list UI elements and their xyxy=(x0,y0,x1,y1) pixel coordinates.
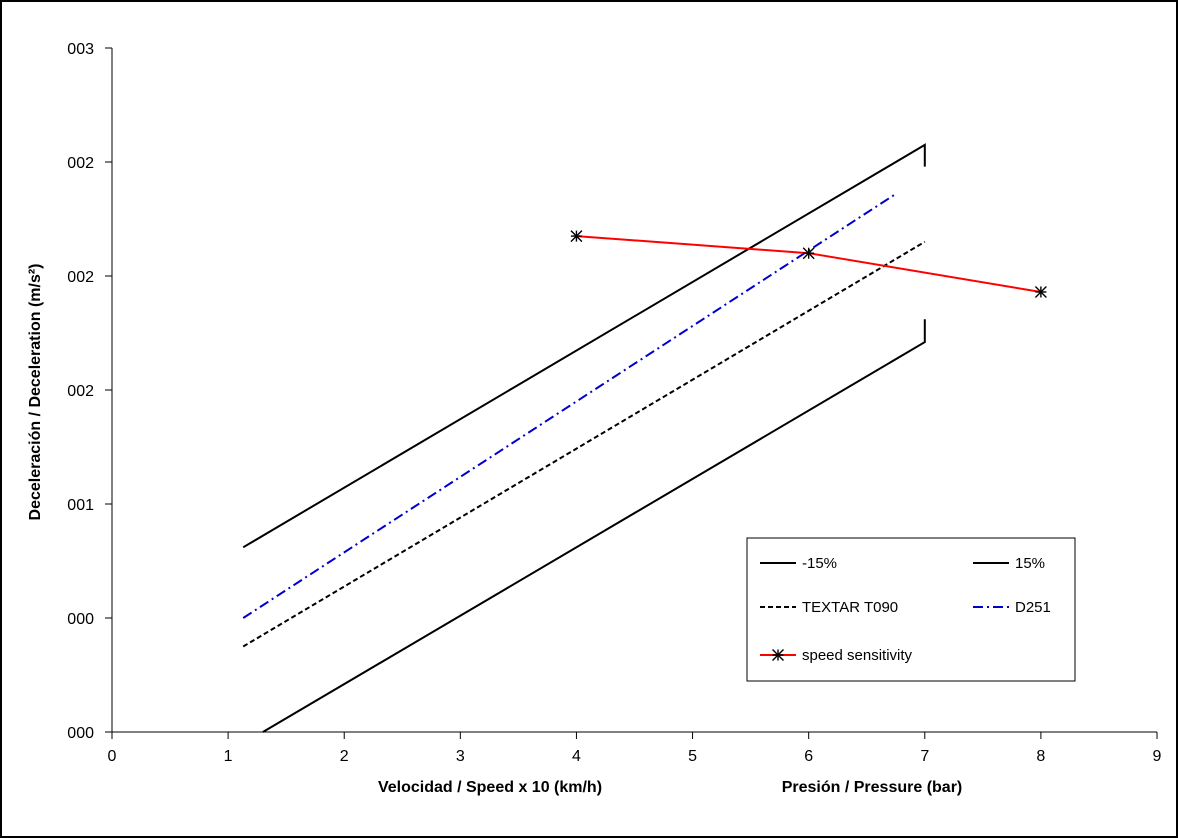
legend-label: speed sensitivity xyxy=(802,647,913,664)
series-line-d251 xyxy=(242,193,897,619)
x-axis-title-speed: Velocidad / Speed x 10 (km/h) xyxy=(378,779,602,796)
legend-marker-icon xyxy=(772,649,784,661)
series-line-15 xyxy=(242,143,926,549)
y-tick-label: 001 xyxy=(67,497,94,514)
legend-label: -15% xyxy=(802,555,837,572)
x-tick-label: 8 xyxy=(1036,748,1045,765)
legend-item: TEXTAR T090 xyxy=(760,599,898,616)
legend-item: speed sensitivity xyxy=(760,647,913,664)
legend: -15% 15% TEXTAR T090 D251 speed sensitivity xyxy=(746,537,1076,682)
data-point-marker xyxy=(802,247,815,260)
legend-box xyxy=(746,537,1076,682)
y-tick-label: 002 xyxy=(67,269,94,286)
legend-item: D251 xyxy=(973,599,1051,616)
y-axis-title: Deceleración / Deceleration (m/s²) xyxy=(27,264,44,521)
x-tick-label: 2 xyxy=(340,748,349,765)
legend-label: TEXTAR T090 xyxy=(802,599,898,616)
legend-item: 15% xyxy=(973,555,1045,572)
y-tick-label: 002 xyxy=(67,155,94,172)
x-tick-label: 6 xyxy=(804,748,813,765)
data-point-marker xyxy=(1034,285,1047,298)
x-tick-label: 7 xyxy=(920,748,929,765)
x-tick-label: 9 xyxy=(1153,748,1162,765)
axes: 0 1 2 3 4 5 6 7 8 9 000 000 001 002 002 002 003 xyxy=(67,41,1161,765)
y-tick-label: 002 xyxy=(67,383,94,400)
y-tick-label: 000 xyxy=(67,611,94,628)
series-layer xyxy=(242,143,1047,733)
legend-item: -15% xyxy=(760,555,837,572)
y-tick-label: 000 xyxy=(67,725,94,742)
series-line-textar-t090 xyxy=(242,240,926,648)
legend-label: D251 xyxy=(1015,599,1051,616)
x-tick-label: 5 xyxy=(688,748,697,765)
legend-label: 15% xyxy=(1015,555,1045,572)
x-tick-label: 0 xyxy=(108,748,117,765)
data-point-marker xyxy=(570,230,583,243)
y-tick-label: 003 xyxy=(67,41,94,58)
x-tick-label: 1 xyxy=(224,748,233,765)
x-axis-title-pressure: Presión / Pressure (bar) xyxy=(782,779,963,796)
x-tick-label: 3 xyxy=(456,748,465,765)
x-tick-label: 4 xyxy=(572,748,581,765)
series-line-15 xyxy=(262,319,926,733)
